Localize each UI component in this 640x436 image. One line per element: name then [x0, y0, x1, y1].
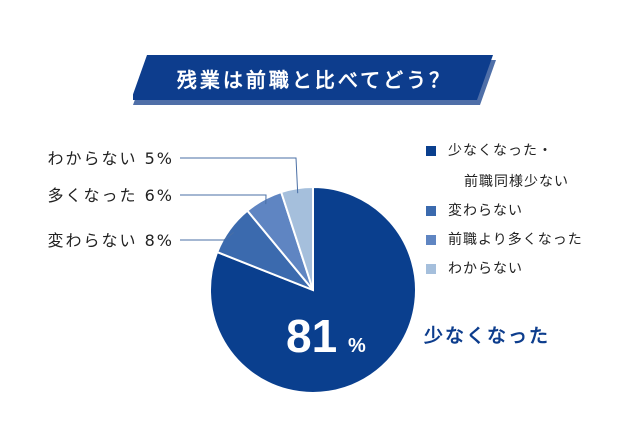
- legend-swatch: [426, 206, 436, 216]
- legend-item: 少なくなった・ 前職同様少ない: [426, 140, 631, 200]
- pie-slice: [279, 185, 314, 291]
- legend-item: 前職より多くなった: [426, 229, 631, 258]
- legend-label: 変わらない: [448, 203, 523, 219]
- legend-label-line1: 少なくなった・: [448, 143, 553, 159]
- legend-label: 前職より多くなった: [448, 232, 583, 248]
- legend: 少なくなった・ 前職同様少ない 変わらない 前職より多くなった わからない: [426, 140, 631, 287]
- legend-swatch: [426, 235, 436, 245]
- pie-big-unit: %: [348, 335, 366, 357]
- callout-line: [180, 232, 235, 241]
- callout-line: [180, 157, 299, 194]
- pie-main-label: 少なくなった: [423, 325, 550, 347]
- title-banner: 残業は前職と比べてどう？: [133, 55, 496, 105]
- callout-line: [180, 194, 267, 205]
- legend-swatch: [426, 264, 436, 274]
- legend-item: 変わらない: [426, 200, 631, 229]
- callout-label: わからない 5%: [48, 149, 174, 168]
- chart-title: 残業は前職と比べてどう？: [176, 68, 453, 92]
- legend-item: わからない: [426, 258, 631, 287]
- callout-label: 変わらない 8%: [48, 231, 174, 250]
- title-banner-shape: [133, 55, 496, 105]
- legend-label-line2: 前職同様少ない: [464, 174, 569, 190]
- legend-label: 少なくなった・ 前職同様少ない: [448, 140, 628, 194]
- legend-label: わからない: [448, 261, 523, 277]
- legend-swatch: [426, 146, 436, 156]
- pie-big-value: 81: [286, 310, 337, 362]
- callout-label: 多くなった 6%: [48, 186, 174, 205]
